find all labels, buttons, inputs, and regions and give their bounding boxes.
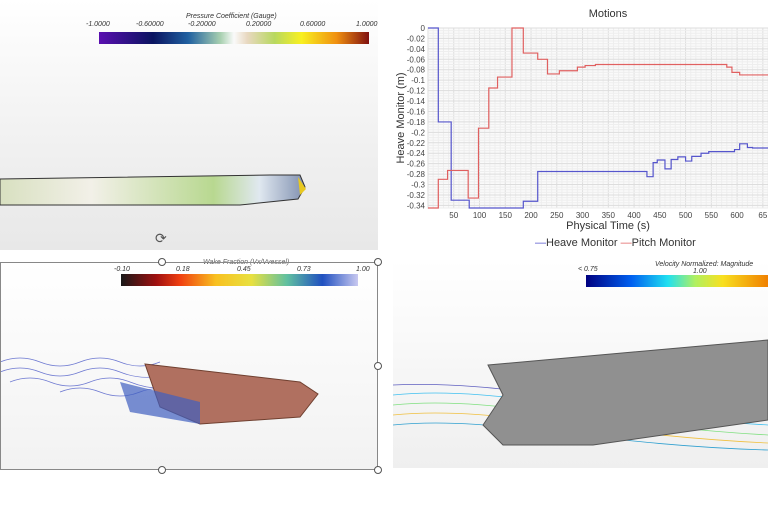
y-tick-label: -0.2: [411, 128, 425, 137]
y-tick-label: -0.04: [407, 45, 426, 54]
colorbar-tick: -1.0000: [86, 21, 110, 28]
rotate-handle-icon[interactable]: ⟳: [155, 230, 167, 246]
resize-handle[interactable]: [374, 466, 382, 474]
y-tick-label: -0.26: [407, 160, 426, 169]
colorbar-tick: 0.73: [297, 266, 311, 273]
hull-side-view: [0, 174, 306, 206]
x-tick-label: 300: [576, 211, 590, 220]
x-tick-label: 450: [653, 211, 667, 220]
y-tick-label: -0.02: [407, 34, 426, 43]
series-pitch-monitor: [428, 27, 768, 209]
x-tick-label: 400: [627, 211, 641, 220]
y-tick-label: -0.06: [407, 55, 426, 64]
y-tick-label: -0.3: [411, 181, 425, 190]
series-heave-monitor: [428, 27, 768, 209]
legend-pitch: Pitch Monitor: [631, 237, 696, 249]
colorbar-tick: 1.00: [693, 268, 707, 275]
x-tick-label: 500: [679, 211, 693, 220]
velocity-colorbar: [586, 275, 768, 287]
colorbar-tick: -0.20000: [188, 21, 216, 28]
y-tick-label: -0.08: [407, 66, 426, 75]
wake-colorbar: [121, 274, 358, 286]
y-tick-label: -0.22: [407, 139, 426, 148]
x-tick-label: 600: [730, 211, 744, 220]
x-tick-label: 550: [705, 211, 719, 220]
y-tick-label: -0.32: [407, 191, 426, 200]
x-axis-label: Physical Time (s): [566, 220, 650, 232]
colorbar-tick: 0.60000: [300, 21, 326, 28]
pressure-view: Pressure Coefficient (Gauge) -1.0000 -0.…: [0, 0, 378, 250]
resize-handle[interactable]: [374, 258, 382, 266]
chart-legend: —Heave Monitor —Pitch Monitor: [535, 237, 696, 249]
motions-chart: 50 100 150 200 250 300 350 400 450 500 550 600 650-0…: [395, 8, 768, 232]
colorbar-tick: -0.10: [114, 266, 130, 273]
y-tick-label: -0.14: [407, 97, 426, 106]
y-tick-label: -0.16: [407, 107, 426, 116]
x-tick-label: 350: [602, 211, 616, 220]
x-tick-label: 250: [550, 211, 564, 220]
colorbar-tick: 0.20000: [246, 21, 272, 28]
velocity-colorbar-title: Velocity Normalized: Magnitude: [655, 261, 754, 268]
y-tick-label: -0.24: [407, 149, 426, 158]
y-axis-label: Heave Monitor (m): [395, 72, 407, 163]
x-tick-label: 100: [473, 211, 487, 220]
colorbar-tick: 0.45: [237, 266, 251, 273]
colorbar-tick: 0.18: [176, 266, 190, 273]
legend-heave: Heave Monitor: [546, 237, 618, 249]
y-tick-label: 0: [421, 24, 426, 33]
y-tick-label: -0.34: [407, 201, 426, 210]
y-tick-label: -0.12: [407, 87, 426, 96]
y-tick-label: -0.1: [411, 76, 425, 85]
resize-handle[interactable]: [158, 466, 166, 474]
pressure-colorbar: [99, 32, 369, 44]
resize-handle[interactable]: [374, 362, 382, 370]
x-tick-label: 50: [449, 211, 458, 220]
colorbar-tick: < 0.75: [578, 266, 598, 273]
colorbar-tick: -0.60000: [136, 21, 164, 28]
colorbar-tick: 1.0000: [356, 21, 378, 28]
pressure-colorbar-title: Pressure Coefficient (Gauge): [186, 13, 277, 20]
resize-handle[interactable]: [158, 258, 166, 266]
x-tick-label: 200: [524, 211, 538, 220]
colorbar-tick: 1.00: [356, 266, 370, 273]
velocity-view: Velocity Normalized: Magnitude < 0.75 1.…: [393, 260, 768, 468]
x-tick-label: 65: [758, 211, 767, 220]
y-tick-label: -0.28: [407, 170, 426, 179]
y-tick-label: -0.18: [407, 118, 426, 127]
wake-view[interactable]: Wake Fraction (Vx/Vvessel) -0.10 0.18 0.…: [0, 259, 378, 470]
hull-streamlines: [0, 357, 319, 425]
x-tick-label: 150: [499, 211, 513, 220]
hull-bow-streamlines: [393, 339, 768, 451]
chart-title: Motions: [589, 8, 628, 20]
selection-frame[interactable]: [0, 262, 378, 470]
